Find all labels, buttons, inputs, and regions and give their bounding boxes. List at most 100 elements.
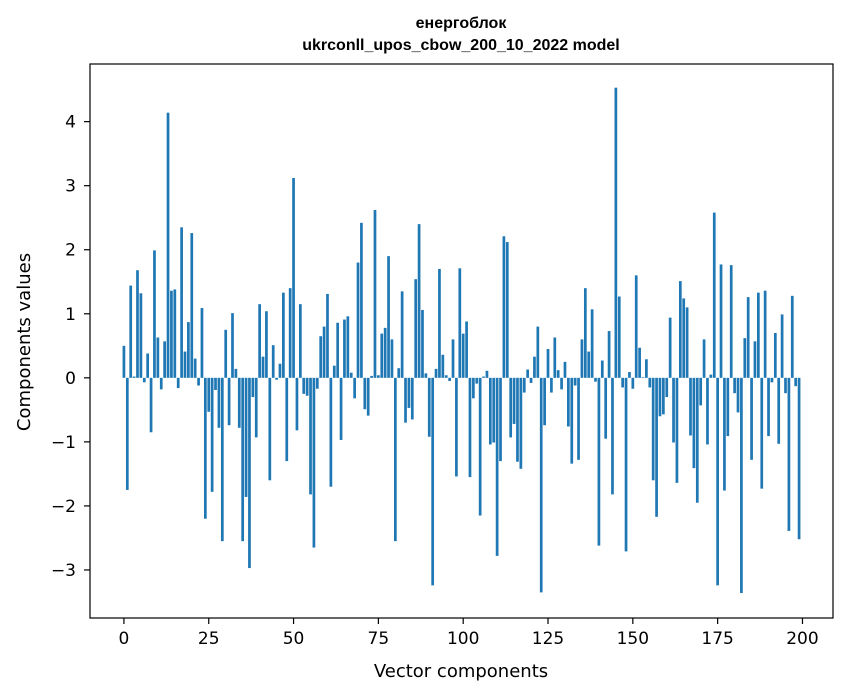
bar [244, 377, 248, 497]
bar [600, 360, 604, 378]
bar [519, 377, 523, 469]
bar [132, 376, 136, 378]
bar [672, 377, 675, 443]
bar [706, 377, 709, 445]
bar [699, 377, 703, 406]
bar [227, 377, 231, 426]
bar [183, 351, 187, 378]
bar [421, 309, 424, 378]
bar [567, 377, 570, 427]
bar [393, 377, 397, 542]
bar [404, 377, 407, 423]
bar [241, 377, 245, 542]
bar [675, 377, 679, 483]
bar [556, 370, 560, 378]
y-tick-label: 2 [65, 241, 76, 261]
bar [628, 372, 631, 378]
bar [414, 279, 418, 378]
bar [288, 288, 292, 378]
bar [478, 377, 482, 516]
y-axis-label: Components values [14, 253, 35, 431]
bar [604, 377, 608, 439]
bar [190, 233, 194, 378]
bar [125, 377, 129, 490]
bar [295, 377, 299, 431]
bar [499, 377, 502, 462]
bar [716, 377, 719, 586]
bar [424, 373, 428, 378]
bar [343, 319, 346, 378]
bar [790, 295, 794, 378]
bar [495, 377, 499, 556]
bar [319, 336, 323, 378]
bar [326, 293, 329, 378]
bar [638, 347, 641, 378]
y-tick-label: 4 [65, 113, 76, 133]
bar [590, 309, 594, 378]
bar-series [122, 87, 801, 594]
bar [611, 377, 614, 495]
bar [658, 377, 662, 417]
bar [173, 289, 177, 378]
bar [455, 377, 458, 477]
bar [390, 339, 394, 378]
bar [546, 349, 550, 378]
bar [170, 290, 173, 378]
bar [794, 377, 798, 387]
bar [573, 377, 577, 386]
bar [678, 281, 682, 378]
bar [560, 377, 563, 390]
bar [258, 304, 261, 378]
bar [746, 297, 750, 378]
bar [695, 377, 699, 503]
y-tick-label: 3 [65, 177, 76, 197]
bar [482, 376, 485, 378]
bar [441, 354, 445, 378]
plot-frame [89, 63, 834, 619]
bar [689, 377, 692, 436]
bar [787, 377, 791, 531]
bar [757, 292, 760, 378]
bar [302, 377, 306, 394]
bar [607, 331, 611, 378]
bar [248, 377, 251, 569]
bar [254, 377, 258, 438]
bar [736, 377, 740, 413]
bar [624, 377, 628, 552]
bar [261, 356, 265, 378]
bar [668, 317, 672, 378]
bar [434, 368, 438, 378]
bar [298, 304, 302, 378]
y-tick-label: −1 [51, 433, 76, 453]
bar [187, 322, 190, 378]
bar [488, 377, 492, 445]
bar [536, 326, 540, 378]
bar [743, 338, 747, 378]
bar [767, 377, 770, 437]
bar [417, 224, 421, 378]
bar [156, 337, 160, 378]
bar [729, 265, 733, 378]
x-tick-label: 175 [701, 629, 733, 649]
y-tick-label: −3 [51, 561, 76, 581]
bar [200, 308, 204, 378]
bar [197, 377, 200, 386]
x-tick-label: 100 [447, 629, 479, 649]
bar [129, 285, 133, 378]
bar [692, 377, 696, 469]
bar [377, 375, 380, 378]
bar [271, 345, 275, 378]
bar [740, 377, 743, 594]
bar [533, 356, 536, 378]
bar [387, 256, 390, 378]
x-tick-label: 150 [617, 629, 649, 649]
bar [448, 377, 451, 382]
bar [207, 377, 211, 412]
bar [797, 377, 801, 540]
bar [465, 321, 468, 378]
bar [146, 353, 150, 378]
bar [427, 377, 431, 437]
bar [485, 370, 489, 378]
x-tick-label: 50 [283, 629, 305, 649]
bar [224, 329, 228, 378]
